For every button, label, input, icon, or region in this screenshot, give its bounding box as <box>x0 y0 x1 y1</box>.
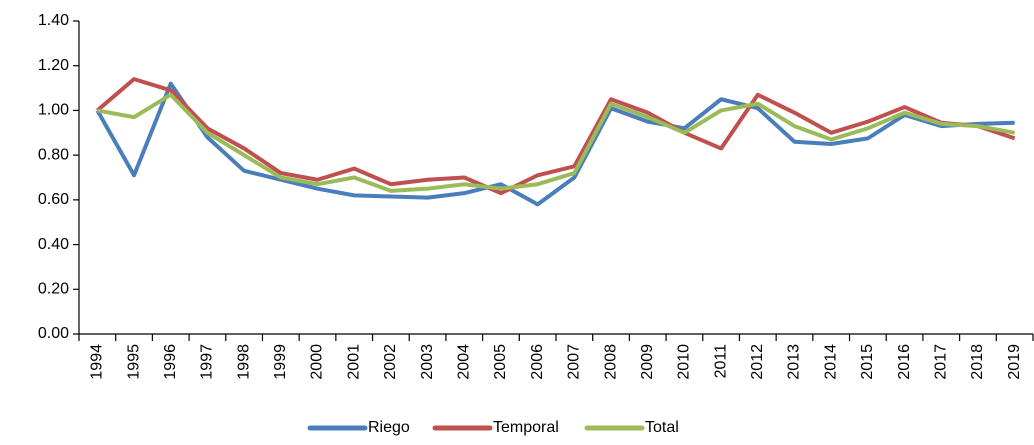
x-tick-label: 2019 <box>1006 344 1023 380</box>
y-tick-label: 0.00 <box>38 325 69 342</box>
x-tick-label: 2005 <box>492 344 509 380</box>
x-tick-label: 2015 <box>859 344 876 380</box>
x-tick-label: 2002 <box>382 344 399 380</box>
y-tick-label: 1.40 <box>38 12 69 29</box>
x-tick-label: 1999 <box>272 344 289 380</box>
x-tick-label: 1997 <box>199 344 216 380</box>
y-tick-label: 0.80 <box>38 146 69 163</box>
x-tick-label: 2008 <box>602 344 619 380</box>
legend-label: Riego <box>368 419 410 436</box>
x-tick-label: 2013 <box>786 344 803 380</box>
x-tick-label: 2011 <box>712 344 729 379</box>
x-tick-label: 2018 <box>969 344 986 380</box>
x-tick-label: 2003 <box>419 344 436 380</box>
x-tick-label: 2004 <box>455 344 472 380</box>
x-tick-label: 2010 <box>676 344 693 380</box>
x-tick-label: 1996 <box>162 344 179 380</box>
x-tick-label: 2001 <box>345 344 362 380</box>
x-tick-label: 2017 <box>932 344 949 380</box>
x-tick-label: 1994 <box>89 344 106 380</box>
x-tick-label: 2007 <box>566 344 583 380</box>
x-tick-label: 2014 <box>822 344 839 380</box>
y-tick-label: 0.40 <box>38 236 69 253</box>
x-tick-label: 2000 <box>309 344 326 380</box>
y-tick-label: 1.00 <box>38 102 69 119</box>
x-tick-label: 1995 <box>125 344 142 380</box>
x-tick-label: 2006 <box>529 344 546 380</box>
series-line <box>95 81 1015 207</box>
y-tick-label: 1.20 <box>38 57 69 74</box>
legend-label: Temporal <box>493 419 559 436</box>
x-tick-label: 2009 <box>639 344 656 380</box>
x-tick-label: 2016 <box>896 344 913 380</box>
series-line <box>96 92 1016 193</box>
legend-label: Total <box>645 419 679 436</box>
x-tick-label: 1998 <box>235 344 252 380</box>
y-tick-label: 0.20 <box>38 281 69 298</box>
y-tick-label: 0.60 <box>38 191 69 208</box>
x-tick-label: 2012 <box>749 344 766 380</box>
series-line <box>96 77 1016 196</box>
